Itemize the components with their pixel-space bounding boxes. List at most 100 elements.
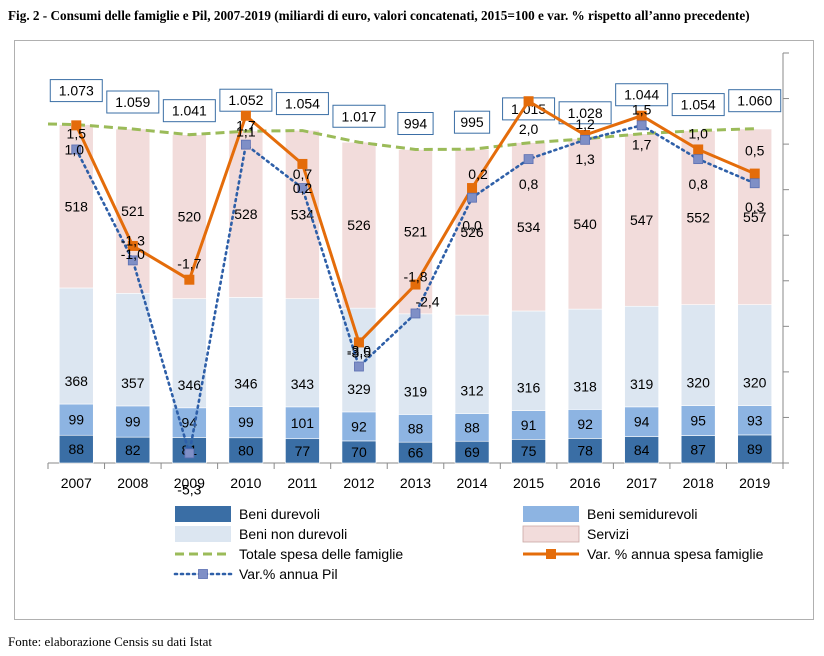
bar-value-label-servizi: 521 <box>404 224 428 240</box>
bar-beni-semidurevoli <box>285 406 320 440</box>
x-tick-label: 2011 <box>287 475 317 491</box>
bar-value-label-servizi: 518 <box>65 198 89 214</box>
legend-swatch-beni-non-durevoli <box>175 526 231 542</box>
bar-servizi <box>567 138 603 310</box>
marker-pil <box>354 361 364 372</box>
pil-value-label: 1,5 <box>632 101 652 117</box>
bar-value-label-beni-semidurevoli: 99 <box>238 414 254 430</box>
total-value-box <box>397 112 434 136</box>
bar-value-label-servizi: 526 <box>347 217 371 233</box>
marker-pil <box>184 448 195 459</box>
bar-beni-durevoli <box>115 436 151 464</box>
bar-value-label-beni-non-durevoli: 316 <box>517 380 541 396</box>
pil-value-label: -1,3 <box>121 232 145 248</box>
legend-marker-var-annua-pil <box>198 569 208 579</box>
legend-label-servizi: Servizi <box>587 526 629 542</box>
bar-value-label-servizi: 540 <box>573 216 597 232</box>
bar-servizi <box>624 133 659 307</box>
marker-pil <box>523 154 534 165</box>
marker-spesa <box>184 274 195 285</box>
bar-beni-durevoli <box>737 434 773 464</box>
bar-value-label-beni-semidurevoli: 94 <box>634 414 650 430</box>
total-value-label: 1.041 <box>172 103 207 119</box>
total-value-label: 1.059 <box>115 94 150 110</box>
bar-beni-semidurevoli <box>454 413 490 442</box>
pil-value-label: 0,3 <box>745 199 765 215</box>
bar-value-label-beni-durevoli: 80 <box>238 442 254 458</box>
spesa-value-label: 1,0 <box>688 125 708 141</box>
bar-value-label-beni-durevoli: 66 <box>408 445 424 461</box>
bar-value-label-servizi: 552 <box>687 210 711 226</box>
legend-label-totale-spesa-delle-famiglie: Totale spesa delle famiglie <box>239 546 403 562</box>
x-tick-label: 2013 <box>400 475 431 491</box>
bar-beni-non-durevoli <box>511 310 546 411</box>
bar-value-label-beni-non-durevoli: 319 <box>630 376 654 392</box>
marker-pil <box>636 120 647 131</box>
x-tick-label: 2010 <box>230 475 261 491</box>
pil-value-label: -3,5 <box>347 345 371 361</box>
pil-value-label: 1,2 <box>575 116 595 132</box>
bar-value-label-servizi: 547 <box>630 212 654 228</box>
total-value-box <box>453 110 491 134</box>
total-value-box <box>728 89 782 113</box>
marker-spesa <box>240 110 251 121</box>
bar-value-label-beni-non-durevoli: 346 <box>178 377 202 393</box>
bar-beni-semidurevoli <box>680 405 716 436</box>
bar-value-label-beni-non-durevoli: 320 <box>743 375 767 391</box>
total-value-box <box>332 104 386 128</box>
marker-pil <box>580 134 591 145</box>
legend-swatch-beni-durevoli <box>175 506 231 522</box>
marker-spesa <box>71 120 82 131</box>
bar-value-label-beni-durevoli: 89 <box>747 441 763 457</box>
total-value-label: 1.017 <box>341 108 376 124</box>
spesa-value-label: 0,2 <box>468 166 488 182</box>
bar-value-label-beni-durevoli: 70 <box>351 444 367 460</box>
bar-value-label-beni-non-durevoli: 329 <box>347 381 371 397</box>
bar-servizi <box>341 141 377 309</box>
pil-value-label: 0,8 <box>519 176 539 192</box>
marker-spesa <box>523 96 534 107</box>
total-value-box <box>162 99 216 123</box>
total-value-label: 1.073 <box>59 83 94 99</box>
chart-svg: 8882818077706669757884878999999499101928… <box>47 52 789 582</box>
spesa-value-label: -3,0 <box>347 342 371 358</box>
marker-pil <box>297 183 308 193</box>
spesa-value-label: 0,7 <box>293 166 313 182</box>
bar-beni-non-durevoli <box>58 287 94 405</box>
bar-value-label-beni-semidurevoli: 99 <box>68 412 84 428</box>
marker-spesa <box>410 279 421 290</box>
bar-value-label-beni-semidurevoli: 88 <box>408 420 424 436</box>
bar-value-label-beni-semidurevoli: 95 <box>690 413 706 429</box>
pil-value-label: 1,1 <box>236 124 256 140</box>
x-tick-label: 2018 <box>683 475 714 491</box>
bar-value-label-beni-durevoli: 69 <box>464 444 480 460</box>
bar-value-label-beni-non-durevoli: 368 <box>65 373 89 389</box>
bar-beni-semidurevoli <box>398 414 433 443</box>
pil-value-label: 1,0 <box>65 141 85 157</box>
spesa-value-label: 1,7 <box>236 118 256 134</box>
bar-beni-semidurevoli <box>58 403 94 436</box>
bar-beni-durevoli <box>680 435 716 464</box>
bar-value-label-beni-semidurevoli: 94 <box>182 415 198 431</box>
bar-value-label-beni-durevoli: 77 <box>295 443 311 459</box>
x-tick-label: 2009 <box>174 475 205 491</box>
bar-beni-non-durevoli <box>567 308 603 410</box>
legend-label-var-annua-spesa-famiglie: Var. % annua spesa famiglie <box>587 546 764 562</box>
x-tick-label: 2017 <box>626 475 657 491</box>
legend-label-var-annua-pil: Var.% annua Pil <box>239 566 338 582</box>
total-value-label: 1.054 <box>681 97 716 113</box>
bar-servizi <box>511 142 546 312</box>
pil-value-label: 0,0 <box>462 218 482 234</box>
total-value-box <box>671 93 725 117</box>
marker-pil <box>71 144 82 155</box>
pil-value-label: -5,3 <box>177 481 201 497</box>
spesa-value-label: 1,3 <box>575 151 595 167</box>
line-totale-spesa-delle-famiglie <box>47 122 755 152</box>
spesa-value-label: -1,0 <box>121 246 145 262</box>
total-value-box <box>615 83 669 107</box>
bar-value-label-beni-durevoli: 88 <box>68 441 84 457</box>
x-tick-label: 2012 <box>343 475 374 491</box>
legend-swatch-beni-semidurevoli <box>523 506 579 522</box>
x-tick-label: 2016 <box>570 475 601 491</box>
bar-beni-non-durevoli <box>680 304 716 406</box>
